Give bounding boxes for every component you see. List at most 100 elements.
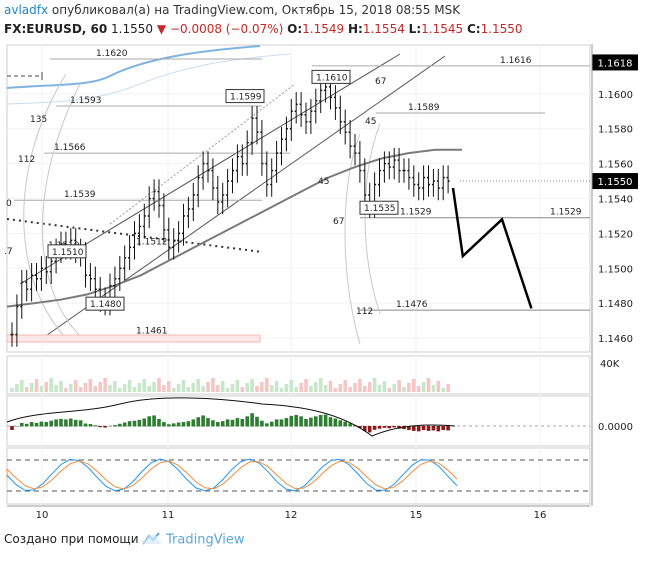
fib-ratio-label: 112 xyxy=(356,307,373,317)
volume-bar xyxy=(211,378,215,392)
histogram-bar xyxy=(83,423,88,427)
histogram-bar xyxy=(377,426,382,429)
chart-header: avladfx опубликовал(а) на TradingView.co… xyxy=(0,0,646,44)
volume-bar xyxy=(108,385,112,392)
volume-bar xyxy=(216,385,220,392)
histogram-bar xyxy=(201,415,205,427)
x-tick-label: 10 xyxy=(36,510,49,521)
volume-bar xyxy=(127,380,132,392)
volume-bar xyxy=(309,386,313,392)
fib-ratio-label: 112 xyxy=(18,155,35,165)
volume-bar xyxy=(441,388,445,392)
publish-text: опубликовал(а) на TradingView.com, Октяб… xyxy=(51,3,461,17)
histogram-bar xyxy=(216,422,220,427)
histogram-bar xyxy=(10,426,14,431)
tradingview-logo[interactable]: TradingView xyxy=(140,531,245,549)
histogram-bar xyxy=(441,426,445,431)
open-label: O: xyxy=(287,22,303,36)
level-label: 1.1589 xyxy=(408,103,440,113)
volume-bar xyxy=(387,388,392,392)
histogram-bar xyxy=(64,419,68,427)
volume-bar xyxy=(358,379,362,392)
y-tick-label: 1.1500 xyxy=(598,264,633,275)
histogram-bar xyxy=(338,420,343,427)
histogram-bar xyxy=(220,421,225,427)
histogram-bar xyxy=(88,424,93,427)
histogram-bar xyxy=(98,426,102,428)
histogram-bar xyxy=(392,426,396,428)
high-value: 1.1554 xyxy=(362,22,405,36)
price-change: −0.0008 (−0.07%) xyxy=(169,22,284,36)
histogram-bar xyxy=(93,425,98,427)
volume-bar xyxy=(353,383,357,392)
volume-bar xyxy=(407,383,411,392)
volume-bar xyxy=(64,388,68,392)
publish-line: avladfx опубликовал(а) на TradingView.co… xyxy=(4,3,460,17)
stoch-d-line xyxy=(6,460,458,490)
histogram-bar xyxy=(191,419,196,427)
fib-ratio-label: 45 xyxy=(318,177,329,187)
volume-bar xyxy=(118,388,122,392)
volume-bar xyxy=(426,378,431,392)
histogram-bar xyxy=(309,417,313,427)
histogram-bar xyxy=(274,419,279,427)
level-label: 1.1529 xyxy=(550,208,582,218)
volume-bar xyxy=(20,380,24,392)
volume-bar xyxy=(367,382,372,392)
low-label: L: xyxy=(408,22,422,36)
volume-bar xyxy=(191,383,196,392)
open-value: 1.1549 xyxy=(302,22,345,36)
level-label: 1.1616 xyxy=(500,56,532,66)
histogram-bar xyxy=(279,419,284,427)
volume-bar xyxy=(421,382,426,392)
histogram-bar xyxy=(132,420,137,427)
volume-bar xyxy=(382,381,387,392)
histogram-bar xyxy=(59,418,63,427)
volume-bar xyxy=(446,384,450,392)
histogram-bar xyxy=(289,415,294,427)
histogram-bar xyxy=(304,418,308,427)
volume-bar xyxy=(122,384,127,392)
volume-bar xyxy=(328,381,333,392)
histogram-bar xyxy=(54,419,58,427)
histogram-bar xyxy=(73,419,78,427)
histogram-bar xyxy=(314,416,318,427)
volume-bar xyxy=(59,381,63,392)
volume-bar xyxy=(269,385,274,392)
fib-ratio-label: 67 xyxy=(375,77,386,87)
histogram-bar xyxy=(142,418,147,427)
histogram-bar xyxy=(333,418,338,427)
volume-bar xyxy=(245,383,249,392)
volume-bar xyxy=(34,379,39,392)
volume-bar xyxy=(304,379,308,392)
histogram-bar xyxy=(260,420,264,427)
oscillator-pane xyxy=(6,395,591,447)
osc-axis-label: 0.0000 xyxy=(598,422,633,433)
histogram-bar xyxy=(181,422,186,427)
blue-band-line xyxy=(6,45,261,89)
volume-bar xyxy=(372,378,377,392)
volume-bar xyxy=(196,379,200,392)
histogram-bar xyxy=(122,422,127,427)
y-tick-label: 1.1600 xyxy=(598,90,633,101)
histogram-bar xyxy=(358,426,362,429)
fib-ratio-label: 45 xyxy=(365,117,376,127)
author-link[interactable]: avladfx xyxy=(4,3,49,17)
close-value: 1.1550 xyxy=(480,22,523,36)
histogram-bar xyxy=(387,426,392,429)
histogram-bar xyxy=(230,419,235,427)
stoch-k-line xyxy=(6,458,458,492)
volume-bar xyxy=(176,384,181,392)
histogram-bar xyxy=(157,418,161,427)
histogram-bar xyxy=(206,418,210,427)
histogram-bar xyxy=(39,421,44,427)
histogram-bar xyxy=(382,426,387,428)
fib-ratio-label: 135 xyxy=(30,115,47,125)
y-tick-label: 1.1460 xyxy=(598,334,633,345)
histogram-bar xyxy=(127,421,132,427)
histogram-bar xyxy=(269,421,274,427)
histogram-bar xyxy=(34,422,39,427)
y-tick-label: 1.1580 xyxy=(598,125,633,136)
chart-area[interactable]: 1.1600 1.1580 1.1560 1.1540 1.1520 1.1500 1.14… xyxy=(0,44,646,524)
histogram-bar xyxy=(294,415,298,427)
